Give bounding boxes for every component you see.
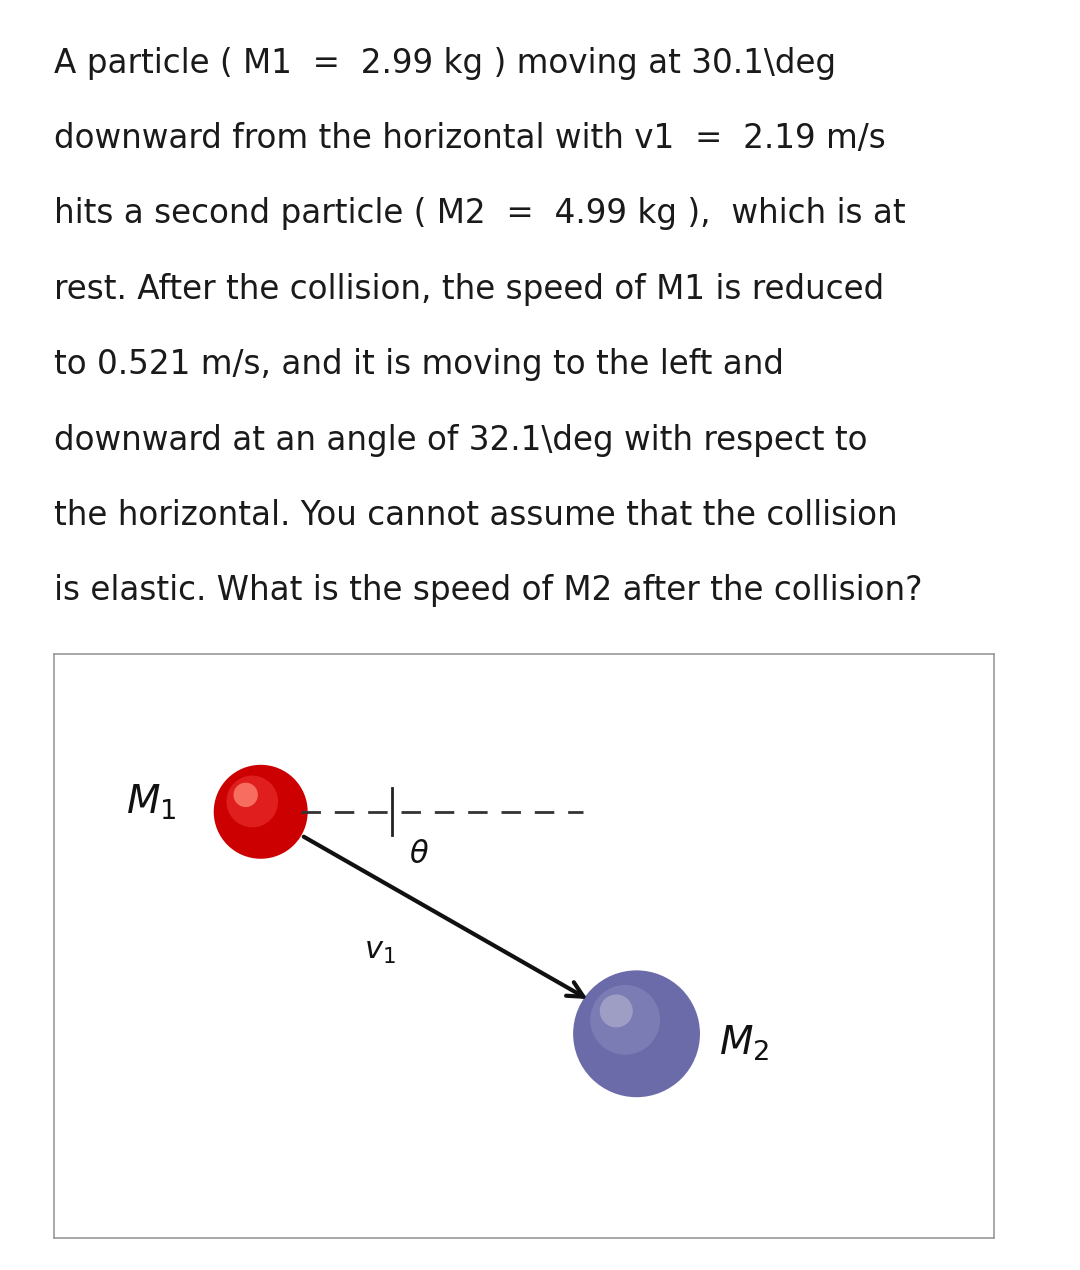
Text: the horizontal. You cannot assume that the collision: the horizontal. You cannot assume that t…: [54, 499, 897, 532]
Ellipse shape: [214, 765, 308, 859]
Text: $\theta$: $\theta$: [409, 839, 429, 869]
Ellipse shape: [227, 776, 278, 827]
Text: $v_1$: $v_1$: [364, 937, 395, 965]
Ellipse shape: [233, 782, 258, 808]
Ellipse shape: [599, 994, 633, 1027]
Text: is elastic. What is the speed of M2 after the collision?: is elastic. What is the speed of M2 afte…: [54, 574, 922, 607]
Ellipse shape: [573, 970, 700, 1097]
Text: hits a second particle ( M2  =  4.99 kg ),  which is at: hits a second particle ( M2 = 4.99 kg ),…: [54, 197, 906, 230]
Text: downward from the horizontal with v1  =  2.19 m/s: downward from the horizontal with v1 = 2…: [54, 122, 886, 155]
Text: $M_2$: $M_2$: [719, 1024, 769, 1063]
Text: rest. After the collision, the speed of M1 is reduced: rest. After the collision, the speed of …: [54, 273, 885, 306]
Ellipse shape: [591, 986, 660, 1054]
Text: A particle ( M1  =  2.99 kg ) moving at 30.1\deg: A particle ( M1 = 2.99 kg ) moving at 30…: [54, 47, 836, 80]
Text: $M_1$: $M_1$: [125, 782, 176, 822]
Text: downward at an angle of 32.1\deg with respect to: downward at an angle of 32.1\deg with re…: [54, 424, 867, 457]
Text: to 0.521 m/s, and it is moving to the left and: to 0.521 m/s, and it is moving to the le…: [54, 348, 784, 381]
